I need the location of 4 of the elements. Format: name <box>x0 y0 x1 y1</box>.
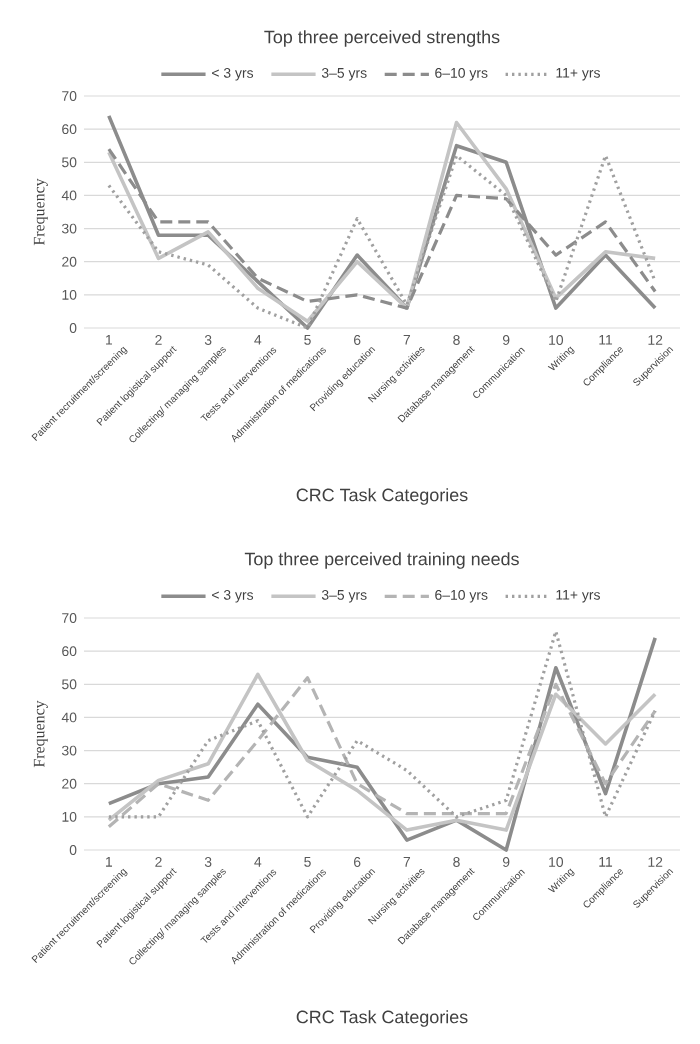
x-axis-title: CRC Task Categories <box>296 488 468 505</box>
chart-title: Top three perceived strengths <box>264 30 500 47</box>
x-axis-title: CRC Task Categories <box>296 1010 468 1027</box>
chart-title: Top three perceived training needs <box>244 552 519 569</box>
